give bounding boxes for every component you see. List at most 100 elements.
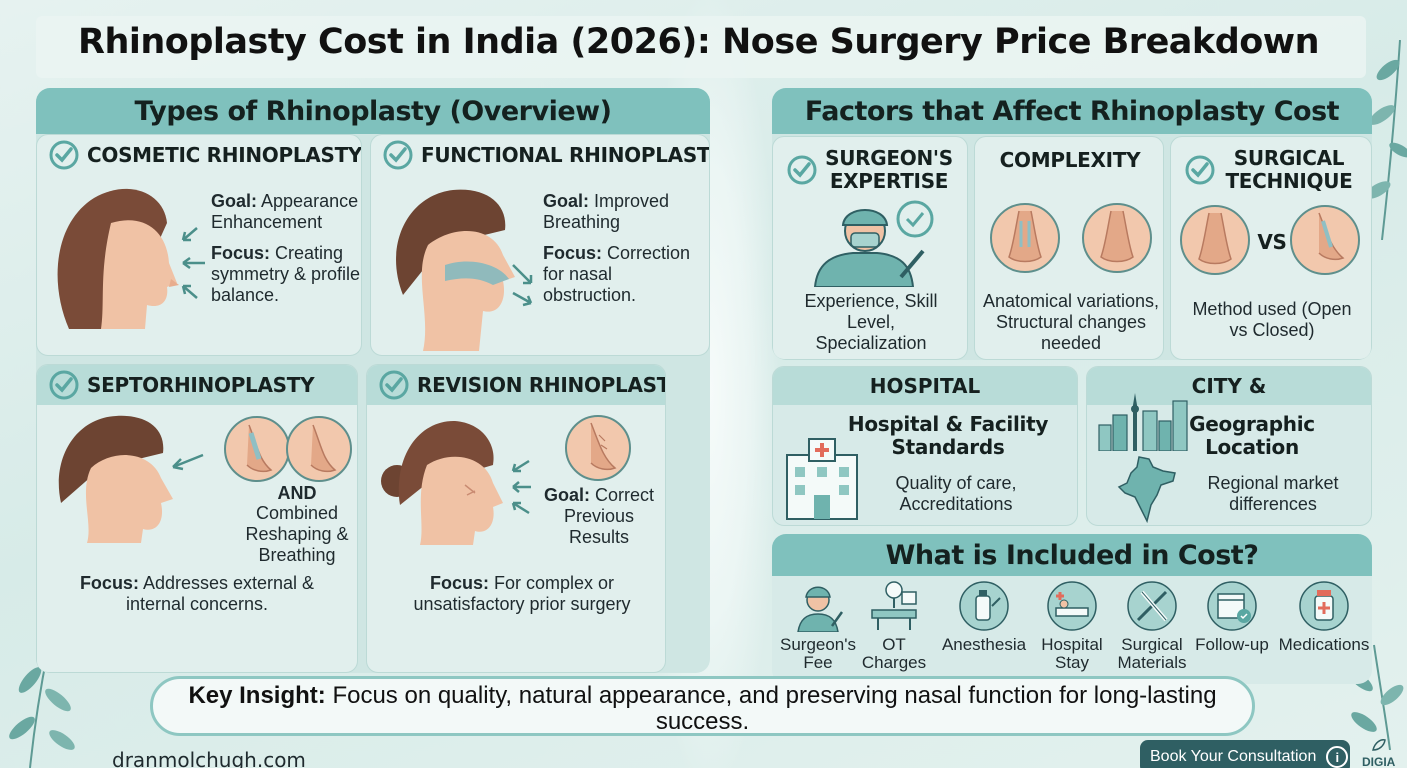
cosmetic-focus-text: Creating symmetry & profile balance. <box>211 243 361 305</box>
included-item: Surgical Materials <box>1106 580 1198 672</box>
functional-goal-text: Improved Breathing <box>543 191 670 232</box>
male-profile-airway-icon <box>396 189 533 351</box>
septorhinoplasty-title: SEPTORHINOPLASTY <box>87 373 315 397</box>
functional-card-header: FUNCTIONAL RHINOPLASTY <box>371 135 709 175</box>
revision-card-header: REVISION RHINOPLASTY <box>367 365 665 405</box>
check-circle-icon <box>383 140 413 170</box>
city-subtitle: Geographic Location <box>1189 412 1315 459</box>
cosmetic-focus-label: Focus: <box>211 243 271 263</box>
included-panel: What is Included in Cost? <box>772 534 1372 684</box>
cosmetic-goal-label: Goal: <box>211 191 258 211</box>
included-item-label: Medications <box>1278 635 1370 654</box>
nose-comparison-icon <box>1180 205 1360 275</box>
functional-title: FUNCTIONAL RHINOPLASTY <box>421 143 710 167</box>
included-item-label: OT Charges <box>861 635 927 672</box>
septo-and: AND <box>277 483 317 503</box>
key-insight-text: Focus on quality, natural appearance, an… <box>325 682 1217 735</box>
check-circle-icon <box>1185 155 1215 185</box>
brand-leaf-icon <box>1371 739 1386 751</box>
cosmetic-card: COSMETIC RHINOPLASTY Goal: Appearance En… <box>36 134 362 356</box>
revision-focus-text: For complex or unsatisfactory prior surg… <box>413 573 631 614</box>
cosmetic-title: COSMETIC RHINOPLASTY <box>87 143 362 167</box>
included-heading: What is Included in Cost? <box>772 534 1372 576</box>
included-item: Medications <box>1278 580 1370 654</box>
male-profile-icon <box>58 415 173 543</box>
female-bun-profile-icon <box>381 420 503 545</box>
septo-focus: Focus: Addresses external & internal con… <box>57 573 337 615</box>
india-map-icon <box>1117 456 1176 523</box>
included-item-label: Anesthesia <box>941 635 1027 654</box>
functional-focus-text: Correction for nasal obstruction. <box>543 243 691 305</box>
brand-logo: DIGIA <box>1362 738 1395 768</box>
medicine-bottle-icon <box>1299 581 1349 631</box>
included-item-label: Surgeon's Fee <box>779 635 857 672</box>
check-circle-icon <box>379 370 409 400</box>
complexity-card: COMPLEXITY Anatomical variations, Struct… <box>974 136 1164 360</box>
footer-url[interactable]: dranmolchugh.com <box>112 748 306 768</box>
factors-heading: Factors that Affect Rhinoplasty Cost <box>772 88 1372 134</box>
cosmetic-goal: Goal: Appearance Enhancement <box>211 191 361 233</box>
title-bar <box>36 16 1366 78</box>
included-item: Hospital Stay <box>1026 580 1118 672</box>
nose-closeup-icon <box>565 415 631 481</box>
key-insight-label: Key Insight: <box>188 682 326 709</box>
included-items: Surgeon's Fee OT Charges Anesthesia Hosp… <box>772 580 1372 676</box>
functional-focus: Focus: Correction for nasal obstruction. <box>543 243 703 306</box>
functional-goal: Goal: Improved Breathing <box>543 191 703 233</box>
city-desc: Regional market differences <box>1207 473 1339 514</box>
cosmetic-focus: Focus: Creating symmetry & profile balan… <box>211 243 361 306</box>
key-insight-banner: Key Insight: Focus on quality, natural a… <box>150 676 1255 736</box>
surgeon-icon <box>813 200 934 287</box>
arrow-icons <box>181 227 205 299</box>
surgical-tools-icon <box>1127 581 1177 631</box>
hospital-subtitle: Hospital & Facility Standards <box>847 412 1049 459</box>
septorhinoplasty-card-header: SEPTORHINOPLASTY <box>37 365 357 405</box>
book-consultation-button[interactable]: Book Your Consultation i <box>1140 740 1350 768</box>
calendar-check-icon <box>1207 581 1257 631</box>
check-circle-icon <box>49 140 79 170</box>
check-circle-icon <box>787 155 817 185</box>
septo-focus-label: Focus: <box>79 573 139 593</box>
factors-panel: Factors that Affect Rhinoplasty Cost SUR… <box>772 88 1372 360</box>
complexity-title: COMPLEXITY <box>999 148 1141 172</box>
types-heading: Types of Rhinoplasty (Overview) <box>36 88 710 134</box>
nose-comparison-icon <box>990 203 1152 273</box>
surgeon-expertise-card: SURGEON'S EXPERTISE Experience, Skill Le… <box>772 136 968 360</box>
book-consultation-label: Book Your Consultation <box>1150 748 1317 765</box>
complexity-desc: Anatomical variations, Structural change… <box>982 291 1160 353</box>
included-item: Follow-up <box>1186 580 1278 654</box>
types-panel: Types of Rhinoplasty (Overview) COSMETIC… <box>36 88 710 673</box>
hospital-bed-icon <box>1047 581 1097 631</box>
functional-goal-label: Goal: <box>543 191 590 211</box>
included-item-label: Follow-up <box>1195 635 1269 654</box>
included-item: Anesthesia <box>938 580 1030 654</box>
technique-vs: VS <box>1257 230 1287 254</box>
cosmetic-goal-text: Appearance Enhancement <box>211 191 359 232</box>
hospital-desc: Quality of care, Accreditations <box>895 473 1017 514</box>
hospital-title: HOSPITAL <box>773 367 1077 405</box>
nose-closeup-icons <box>172 416 352 482</box>
female-profile-icon <box>57 188 179 329</box>
page-title: Rhinoplasty Cost in India (2026): Nose S… <box>78 22 1320 62</box>
functional-focus-label: Focus: <box>543 243 603 263</box>
surgical-technique-desc: Method used (Open vs Closed) <box>1192 299 1352 340</box>
revision-goal-text: Correct Previous Results <box>563 485 655 547</box>
check-circle-icon <box>49 370 79 400</box>
arrow-icons <box>511 459 531 515</box>
surgeon-expertise-desc: Experience, Skill Level, Specialization <box>804 291 938 353</box>
revision-focus-label: Focus: <box>429 573 489 593</box>
surgeon-icon <box>797 586 844 632</box>
surgical-technique-card: SURGICAL TECHNIQUE VS Method used (Open … <box>1170 136 1372 360</box>
included-item-label: Surgical Materials <box>1117 635 1187 672</box>
septorhinoplasty-card: SEPTORHINOPLASTY AND Combined Reshaping … <box>36 364 358 673</box>
septo-focus-text: Addresses external & internal concerns. <box>125 573 315 614</box>
operating-theatre-icon <box>871 581 917 630</box>
revision-focus: Focus: For complex or unsatisfactory pri… <box>397 573 647 615</box>
city-skyline-icon <box>1098 393 1188 451</box>
brand-name: DIGIA <box>1362 755 1396 768</box>
included-item: Surgeon's Fee <box>772 580 864 672</box>
leaf-decoration-top-right <box>1365 40 1407 240</box>
hospital-building-icon <box>786 438 858 520</box>
functional-card: FUNCTIONAL RHINOPLASTY Goal: Improved Br… <box>370 134 710 356</box>
info-icon: i <box>1326 746 1349 768</box>
